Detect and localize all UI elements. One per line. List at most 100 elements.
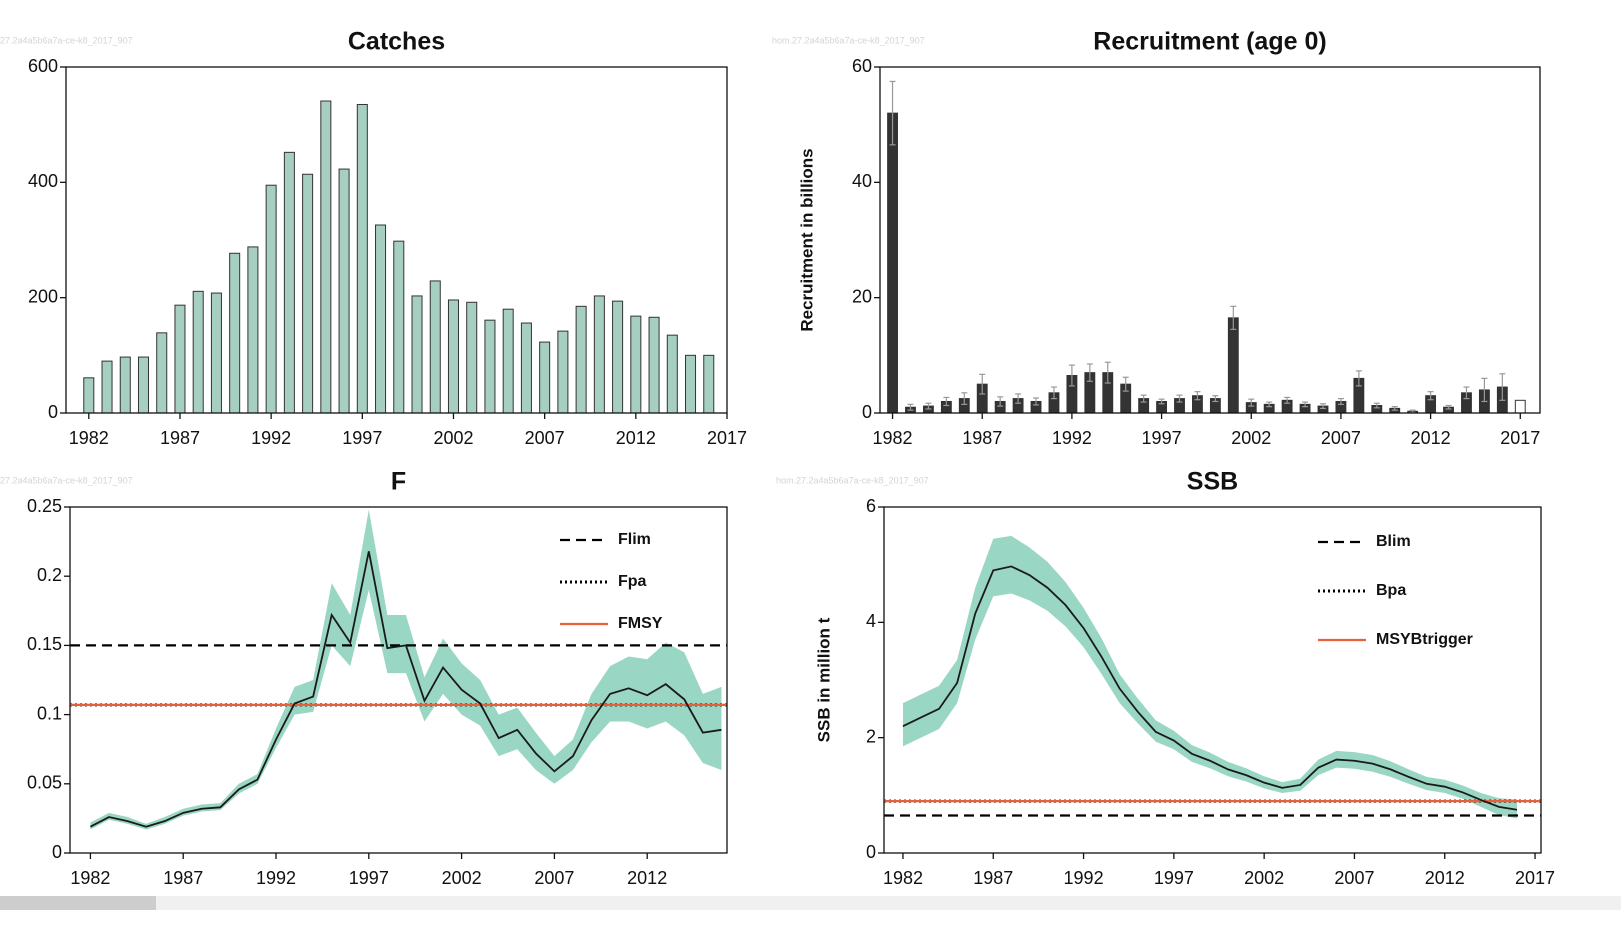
- x-tick-label: 2012: [1425, 868, 1465, 888]
- y-tick-label: 0: [862, 402, 872, 422]
- chart-title: F: [391, 468, 406, 496]
- x-tick-label: 2012: [616, 428, 656, 448]
- y-axis-label: SSB in million t: [814, 617, 833, 742]
- y-tick-label: 40: [852, 171, 872, 191]
- error-bar: [1481, 377, 1488, 403]
- legend-label: Fpa: [618, 573, 647, 590]
- scrollbar-track: [0, 896, 1621, 910]
- confidence-band: [90, 509, 722, 830]
- x-tick-label: 1992: [251, 428, 291, 448]
- y-tick-label: 20: [852, 286, 872, 306]
- x-tick-label: 2002: [1244, 868, 1284, 888]
- x-tick-label: 2002: [442, 868, 482, 888]
- x-tick-label: 1992: [256, 868, 296, 888]
- y-tick-label: 60: [852, 56, 872, 76]
- chart-title: SSB: [1187, 468, 1238, 496]
- x-tick-label: 1982: [69, 428, 109, 448]
- bar: [411, 295, 423, 414]
- legend-label: Flim: [618, 531, 651, 548]
- x-tick-label: 1997: [342, 428, 382, 448]
- error-bar: [997, 396, 1004, 407]
- x-tick-label: 2017: [1500, 428, 1540, 448]
- error-bar: [1463, 386, 1470, 400]
- bar: [265, 184, 277, 414]
- x-tick-label: 2017: [1515, 868, 1555, 888]
- bar: [83, 377, 95, 414]
- error-bar: [1355, 370, 1362, 387]
- error-bar: [1230, 305, 1237, 330]
- y-tick-label: 0.25: [27, 496, 62, 516]
- error-bar: [1337, 397, 1344, 405]
- bar: [539, 341, 551, 414]
- bar: [502, 308, 514, 414]
- watermark: hom.27.2a4a5b6a7a-ce-k8_2017_907: [772, 35, 925, 45]
- chart-title: Catches: [348, 28, 445, 56]
- error-bar: [1104, 361, 1111, 384]
- legend-label: Bpa: [1376, 582, 1406, 599]
- bar: [557, 330, 569, 414]
- error-bar: [1158, 398, 1165, 405]
- error-bar: [1033, 397, 1040, 406]
- watermark: hom.27.2a4a5b6a7a-ce-k8_2017_907: [776, 475, 929, 485]
- y-tick-label: 200: [28, 286, 58, 306]
- bar: [630, 315, 642, 414]
- plot-frame: [879, 66, 1541, 414]
- error-bar: [1302, 401, 1309, 408]
- bar: [338, 168, 350, 414]
- y-tick-label: 0.15: [27, 634, 62, 654]
- x-tick-label: 1987: [973, 868, 1013, 888]
- bar: [119, 356, 131, 414]
- bar: [101, 360, 113, 414]
- bar: [320, 100, 332, 414]
- y-tick-label: 4: [866, 611, 876, 631]
- error-bar: [1284, 396, 1291, 404]
- error-bar: [1499, 373, 1506, 401]
- error-bar: [1194, 391, 1201, 401]
- x-tick-label: 2007: [534, 868, 574, 888]
- error-bar: [1122, 376, 1129, 392]
- y-tick-label: 0.1: [37, 703, 62, 723]
- legend-label: MSYBtrigger: [1376, 631, 1473, 648]
- x-tick-label: 1982: [873, 428, 913, 448]
- x-tick-label: 2012: [1411, 428, 1451, 448]
- x-tick-label: 2007: [1321, 428, 1361, 448]
- plot-frame: [69, 506, 728, 854]
- bar: [466, 301, 478, 414]
- x-tick-label: 1987: [160, 428, 200, 448]
- bar: [137, 356, 150, 414]
- x-tick-label: 2012: [627, 868, 667, 888]
- bar: [247, 246, 259, 414]
- y-tick-label: 6: [866, 496, 876, 516]
- x-tick-label: 2002: [1231, 428, 1271, 448]
- x-tick-label: 1987: [962, 428, 1002, 448]
- y-tick-label: 0.05: [27, 773, 62, 793]
- bar: [229, 252, 241, 414]
- bar: [612, 300, 624, 414]
- y-tick-label: 400: [28, 171, 58, 191]
- error-bar: [907, 403, 914, 411]
- x-tick-label: 1997: [1154, 868, 1194, 888]
- x-tick-label: 1997: [349, 868, 389, 888]
- bar: [1227, 317, 1239, 414]
- error-bar: [1319, 403, 1326, 409]
- bar: [648, 316, 660, 414]
- bar: [520, 322, 532, 414]
- y-tick-label: 0: [866, 842, 876, 862]
- x-tick-label: 1992: [1052, 428, 1092, 448]
- error-bar: [1050, 386, 1057, 400]
- plot-frame: [65, 66, 728, 414]
- error-bar: [979, 373, 986, 395]
- error-bar: [1248, 398, 1255, 407]
- line: [902, 565, 1518, 811]
- bar: [192, 290, 204, 414]
- bar: [703, 354, 715, 414]
- bar: [375, 224, 387, 414]
- legend-label: Blim: [1376, 533, 1411, 550]
- x-tick-label: 1982: [70, 868, 110, 888]
- y-tick-label: 600: [28, 56, 58, 76]
- scrollbar-thumb[interactable]: [0, 896, 156, 910]
- error-bar: [1391, 406, 1398, 411]
- watermark: 27.2a4a5b6a7a-ce-k8_2017_907: [0, 35, 133, 45]
- error-bar: [1445, 404, 1452, 410]
